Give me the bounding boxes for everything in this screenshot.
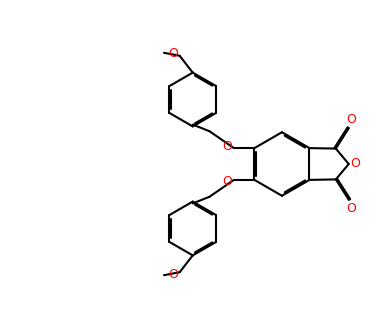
Text: O: O (346, 202, 356, 215)
Text: O: O (169, 48, 178, 60)
Text: O: O (222, 140, 233, 153)
Text: O: O (222, 175, 233, 188)
Text: O: O (169, 268, 178, 280)
Text: O: O (346, 113, 356, 126)
Text: O: O (350, 157, 360, 171)
